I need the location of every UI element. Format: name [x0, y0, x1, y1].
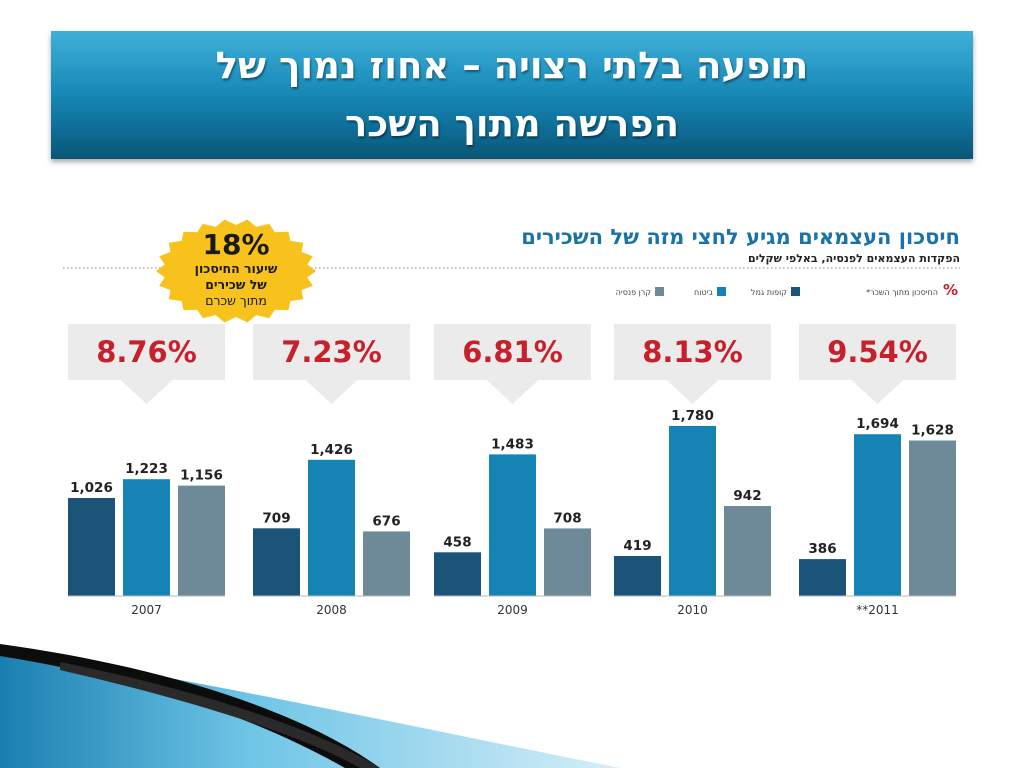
- bar-value-label: 419: [623, 538, 651, 554]
- legend-label: קופות גמל: [751, 288, 787, 297]
- legend-label: קרן פנסיה: [616, 288, 652, 297]
- bar-value-label: 1,694: [856, 416, 899, 432]
- badge-value: 18%: [202, 228, 269, 261]
- percent-callout: [68, 324, 225, 404]
- bar: [669, 426, 716, 596]
- chart-legend: % החיסכון מתוך השכר* קופות גמל ביטוח קרן פנס…: [616, 281, 958, 299]
- percent-callout: [434, 324, 591, 404]
- legend-swatch: [717, 287, 726, 296]
- bar-value-label: 1,426: [310, 442, 353, 458]
- percent-value: 6.81%: [462, 335, 563, 369]
- bar: [614, 556, 661, 596]
- bar-value-label: 1,156: [180, 468, 223, 484]
- bar-value-label: 1,780: [671, 408, 714, 424]
- chart-subtitle: הפקדות העצמאים לפנסיה, באלפי שקלים: [748, 252, 960, 265]
- legend-percent-label: החיסכון מתוך השכר*: [866, 288, 938, 297]
- bar-value-label: 676: [372, 513, 400, 529]
- bar: [363, 531, 410, 596]
- bar-value-label: 386: [808, 541, 836, 557]
- bar-value-label: 1,628: [911, 423, 954, 439]
- badge-line-2: של שכירים: [205, 277, 267, 292]
- badge-line-1: שיעור החיסכון: [195, 261, 278, 276]
- bar-value-label: 1,223: [125, 461, 168, 477]
- slide-title: תופעה בלתי רצויה – אחוז נמוך של הפרשה מת…: [215, 44, 809, 145]
- legend-label: ביטוח: [694, 288, 713, 297]
- percent-callout: [799, 324, 956, 404]
- bar: [724, 506, 771, 596]
- percent-value: 9.54%: [827, 335, 928, 369]
- percent-value: 8.13%: [642, 335, 743, 369]
- bar: [123, 479, 170, 596]
- title-banner: תופעה בלתי רצויה – אחוז נמוך של הפרשה מת…: [51, 31, 973, 159]
- legend-percent-symbol: %: [943, 281, 958, 299]
- bar: [68, 498, 115, 596]
- x-tick-label: 2007: [131, 603, 162, 617]
- bar: [434, 552, 481, 596]
- bar-value-label: 458: [443, 534, 471, 550]
- bar: [854, 434, 901, 596]
- x-tick-label: 2009: [497, 603, 528, 617]
- bar-value-label: 708: [553, 510, 581, 526]
- legend-swatch: [791, 287, 800, 296]
- bar: [178, 485, 225, 596]
- badge-starburst: [156, 219, 316, 323]
- bar-value-label: 1,483: [491, 436, 534, 452]
- percent-value: 7.23%: [281, 335, 382, 369]
- percent-value: 8.76%: [96, 335, 197, 369]
- x-tick-label: 2010: [677, 603, 708, 617]
- percent-callout: [253, 324, 410, 404]
- bar: [544, 528, 591, 596]
- bar: [799, 559, 846, 596]
- percent-callout: [614, 324, 771, 404]
- x-tick-label: **2011: [856, 603, 899, 617]
- bar: [909, 440, 956, 596]
- legend-swatch: [655, 287, 664, 296]
- x-tick-label: 2008: [316, 603, 347, 617]
- percent-callouts: 8.76% 7.23% 6.81% 8.13% 9.54%: [68, 324, 956, 404]
- bar-groups: 1,026 1,223 1,156 2007 709 1,426 676 2008 458 1,4…: [68, 408, 956, 617]
- badge-line-3: מתוך שכרם: [205, 293, 267, 308]
- bar: [308, 459, 355, 596]
- bar: [253, 528, 300, 596]
- bar-value-label: 1,026: [70, 480, 113, 496]
- bar-value-label: 709: [262, 510, 290, 526]
- decorative-swoosh: [0, 644, 620, 768]
- bar: [489, 454, 536, 596]
- chart-title: חיסכון העצמאים מגיע לחצי מזה של השכירים: [521, 225, 960, 249]
- bar-value-label: 942: [733, 488, 761, 504]
